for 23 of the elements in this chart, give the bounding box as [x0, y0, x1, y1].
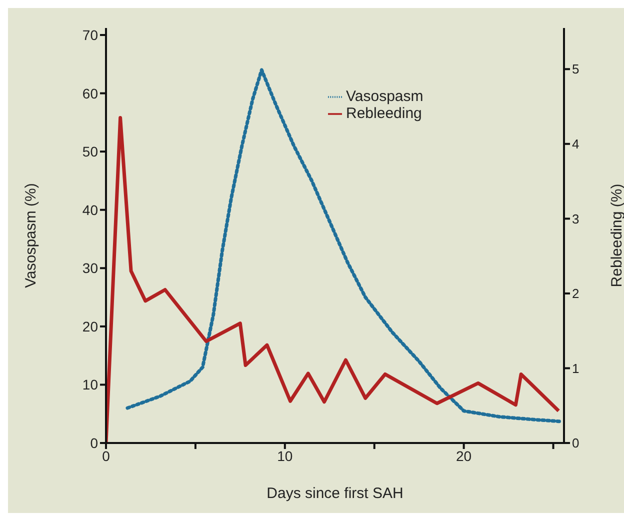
y-tick-label: 70: [82, 26, 98, 43]
y2-tick-label: 3: [572, 211, 580, 226]
y-tick-label: 0: [90, 434, 98, 451]
y-tick-label: 40: [82, 202, 98, 218]
y-tick-label: 30: [82, 260, 98, 276]
y2-tick-label: 0: [572, 436, 580, 451]
y-tick-label: 50: [82, 144, 98, 160]
y2-tick-label: 5: [572, 62, 580, 77]
y2-tick-label: 4: [572, 136, 580, 152]
x-axis-title: Days since first SAH: [266, 485, 404, 502]
x-tick-label: 0: [102, 448, 110, 464]
legend-label: Rebleeding: [346, 105, 422, 122]
y2-axis-title: Rebleeding (%): [608, 184, 624, 288]
x-tick-label: 10: [277, 448, 293, 464]
y-tick-label: 60: [82, 85, 98, 102]
y2-tick-label: 1: [572, 360, 580, 376]
y-axis-title: Vasospasm (%): [22, 183, 40, 288]
x-tick-label: 20: [456, 448, 472, 464]
y-tick-label: 10: [82, 376, 98, 393]
legend-label: Vasospasm: [346, 88, 424, 105]
y-tick-label: 20: [82, 318, 98, 334]
y2-tick-label: 2: [572, 286, 580, 302]
line-series: [126, 68, 562, 424]
